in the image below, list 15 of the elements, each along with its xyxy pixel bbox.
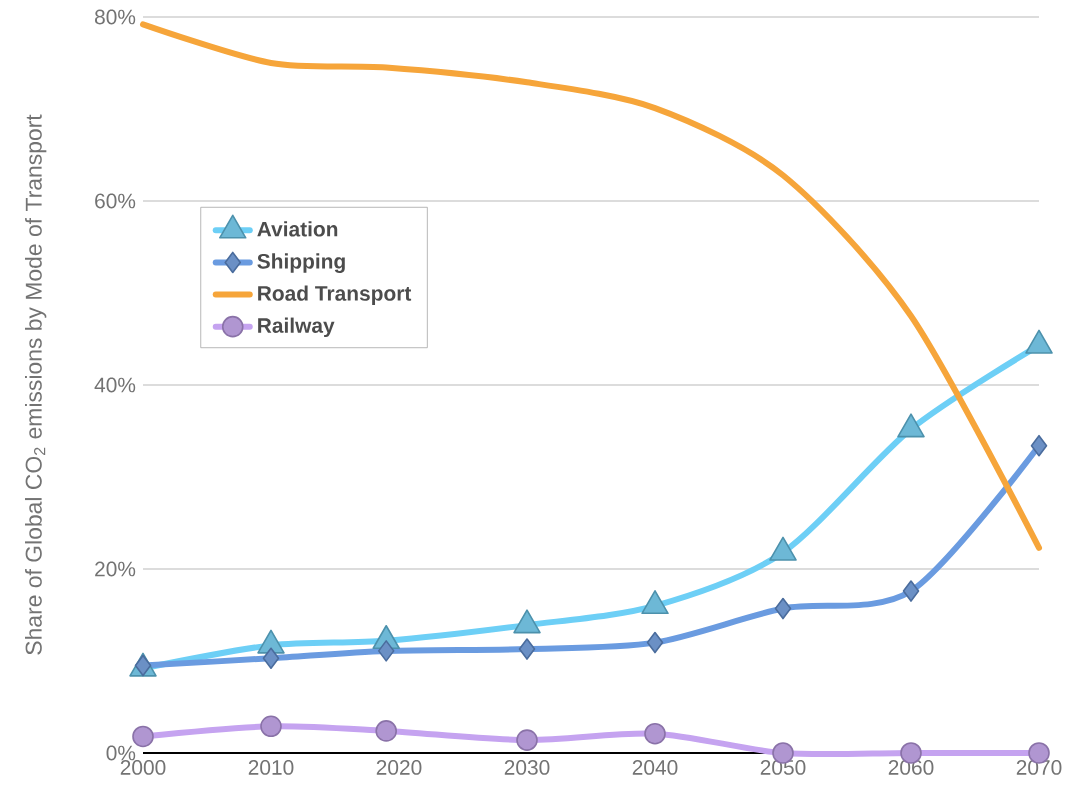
y-tick-label: 20% bbox=[95, 561, 136, 577]
y-tick-label: 0% bbox=[106, 745, 136, 761]
x-tick-label: 2000 bbox=[120, 760, 166, 775]
legend-label: Shipping bbox=[257, 253, 345, 273]
y-tick-label: 60% bbox=[95, 193, 136, 209]
x-tick-label: 2030 bbox=[504, 760, 550, 775]
x-tick-label: 2010 bbox=[248, 760, 294, 775]
y-axis-title: Share of Global CO$_{2}$ emissions by Mode of Transport bbox=[25, 114, 47, 655]
legend-label: Railway bbox=[258, 317, 335, 338]
x-tick-label: 2020 bbox=[376, 760, 422, 775]
y-tick-label: 40% bbox=[94, 377, 136, 393]
legend-label: Aviation bbox=[257, 221, 338, 237]
y-tick-label: 80% bbox=[94, 9, 136, 25]
legend-label: Road Transport bbox=[258, 285, 412, 305]
x-tick-label: 2040 bbox=[632, 760, 678, 775]
